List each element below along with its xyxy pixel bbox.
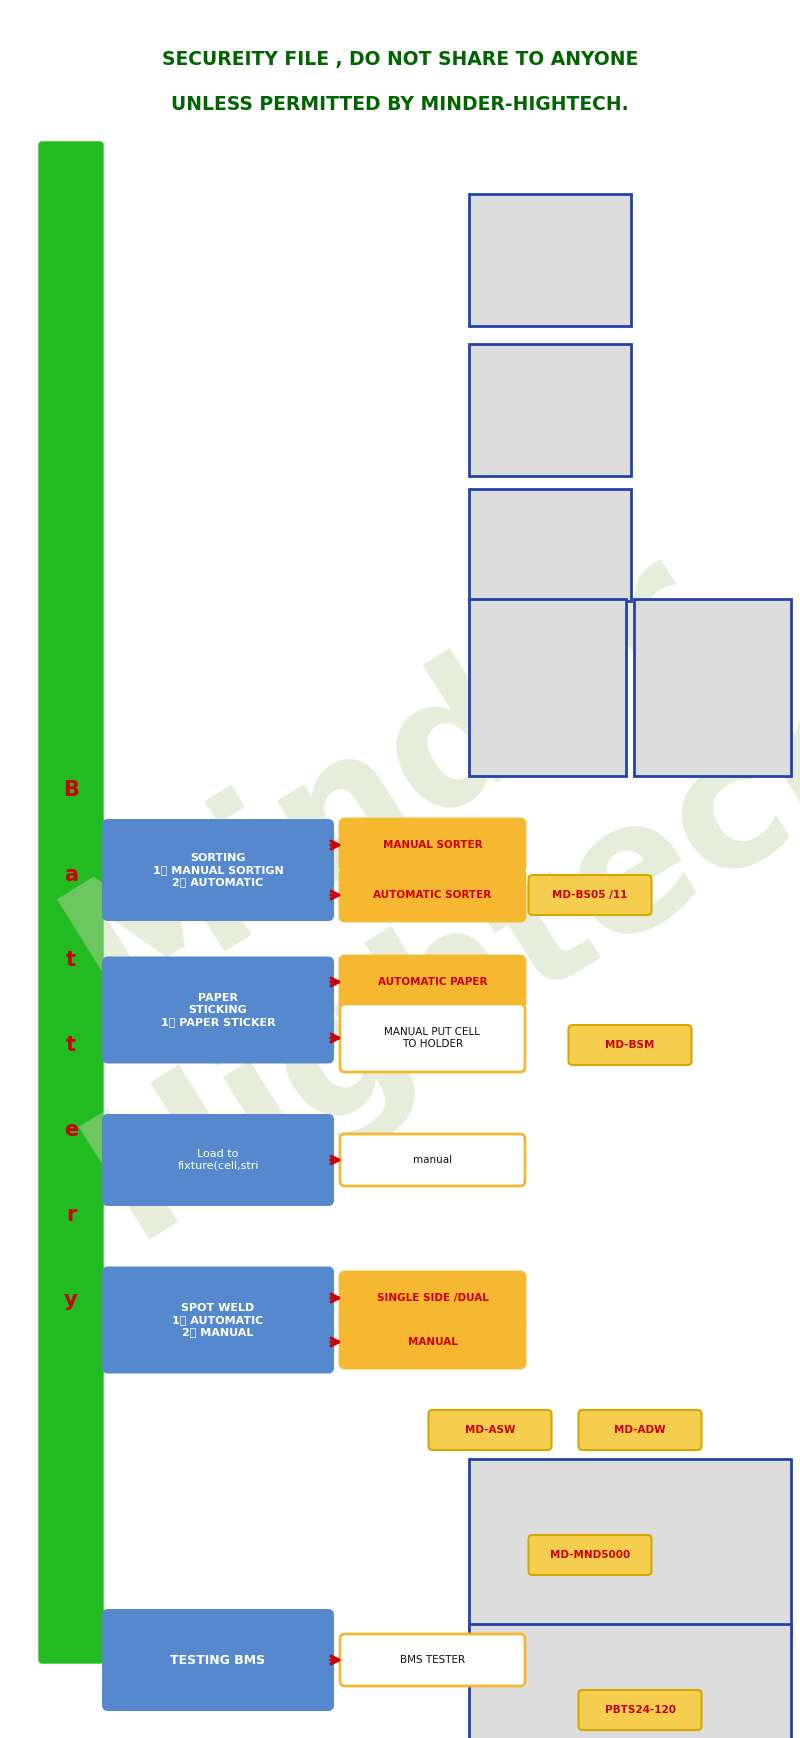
Text: MD-ADW: MD-ADW (614, 1425, 666, 1436)
FancyBboxPatch shape (340, 1005, 525, 1072)
Text: a: a (64, 866, 78, 885)
FancyBboxPatch shape (340, 1634, 525, 1686)
Text: AUTOMATIC PAPER: AUTOMATIC PAPER (378, 977, 487, 987)
Text: PAPER
STICKING
1． PAPER STICKER: PAPER STICKING 1． PAPER STICKER (161, 994, 275, 1027)
Text: MANUAL SORTER: MANUAL SORTER (382, 839, 482, 850)
Text: TESTING BMS: TESTING BMS (170, 1653, 266, 1667)
FancyBboxPatch shape (102, 819, 334, 921)
Text: PBTS24-120: PBTS24-120 (605, 1705, 675, 1715)
Text: Load to
fixture(cell,stri: Load to fixture(cell,stri (178, 1149, 258, 1171)
Text: UNLESS PERMITTED BY MINDER-HIGHTECH.: UNLESS PERMITTED BY MINDER-HIGHTECH. (171, 96, 629, 115)
FancyBboxPatch shape (340, 869, 525, 921)
Text: MD-BS05 /11: MD-BS05 /11 (552, 890, 628, 900)
FancyBboxPatch shape (634, 600, 791, 775)
Text: SPOT WELD
1． AUTOMATIC
2． MANUAL: SPOT WELD 1． AUTOMATIC 2． MANUAL (172, 1304, 264, 1337)
FancyBboxPatch shape (469, 600, 626, 775)
Text: t: t (66, 1036, 76, 1055)
Text: MD-ASW: MD-ASW (465, 1425, 515, 1436)
FancyBboxPatch shape (340, 1316, 525, 1368)
Text: manual: manual (413, 1156, 452, 1164)
FancyBboxPatch shape (578, 1689, 702, 1729)
FancyBboxPatch shape (39, 143, 103, 1663)
FancyBboxPatch shape (469, 195, 631, 327)
FancyBboxPatch shape (340, 1272, 525, 1324)
Text: MD-BSM: MD-BSM (606, 1039, 654, 1050)
Text: y: y (64, 1290, 78, 1310)
FancyBboxPatch shape (102, 1267, 334, 1373)
Text: B: B (63, 780, 79, 799)
FancyBboxPatch shape (102, 956, 334, 1064)
FancyBboxPatch shape (578, 1410, 702, 1449)
Text: BMS TESTER: BMS TESTER (400, 1655, 465, 1665)
FancyBboxPatch shape (429, 1410, 551, 1449)
FancyBboxPatch shape (469, 1623, 791, 1738)
Text: MANUAL: MANUAL (407, 1337, 458, 1347)
FancyBboxPatch shape (469, 488, 631, 601)
Text: SECUREITY FILE , DO NOT SHARE TO ANYONE: SECUREITY FILE , DO NOT SHARE TO ANYONE (162, 50, 638, 70)
Text: AUTOMATIC SORTER: AUTOMATIC SORTER (374, 890, 492, 900)
FancyBboxPatch shape (102, 1609, 334, 1710)
FancyBboxPatch shape (102, 1114, 334, 1206)
Text: MD-MND5000: MD-MND5000 (550, 1550, 630, 1561)
FancyBboxPatch shape (340, 819, 525, 871)
Text: r: r (66, 1204, 76, 1225)
FancyBboxPatch shape (529, 874, 651, 914)
FancyBboxPatch shape (529, 1535, 651, 1575)
Text: Minder
Hightech: Minder Hightech (0, 466, 800, 1272)
FancyBboxPatch shape (469, 1458, 791, 1635)
FancyBboxPatch shape (340, 956, 525, 1008)
FancyBboxPatch shape (340, 1133, 525, 1185)
Text: t: t (66, 951, 76, 970)
Text: SORTING
1． MANUAL SORTIGN
2． AUTOMATIC: SORTING 1． MANUAL SORTIGN 2． AUTOMATIC (153, 853, 283, 886)
Text: MANUAL PUT CELL
TO HOLDER: MANUAL PUT CELL TO HOLDER (385, 1027, 481, 1048)
Text: e: e (64, 1119, 78, 1140)
FancyBboxPatch shape (469, 344, 631, 476)
Text: SINGLE SIDE /DUAL: SINGLE SIDE /DUAL (377, 1293, 489, 1304)
FancyBboxPatch shape (569, 1025, 691, 1065)
